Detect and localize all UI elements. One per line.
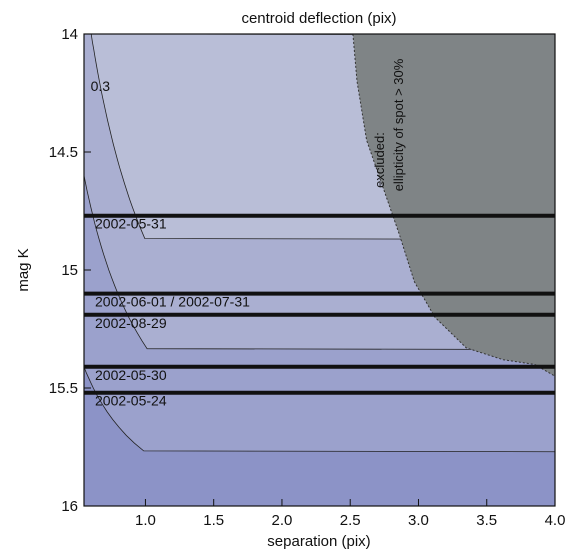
contour-label: 0.3 (91, 78, 111, 94)
y-tick-label: 16 (61, 498, 78, 515)
x-tick-label: 2.0 (272, 512, 293, 529)
excluded-region (352, 34, 555, 377)
excluded-label-line-2: ellipticity of spot > 30% (391, 58, 406, 191)
x-axis: 1.0 1.5 2.0 2.5 3.0 3.5 4.0 (135, 499, 565, 529)
contour-line (84, 173, 555, 350)
plot-area (84, 34, 555, 506)
contour-line-layer (84, 34, 555, 453)
chart-title: centroid deflection (pix) (241, 10, 396, 27)
y-tick-label: 14 (61, 26, 78, 43)
x-axis-label: separation (pix) (267, 533, 370, 550)
observation-label: 2002-05-24 (95, 393, 167, 409)
y-axis-label: mag K (15, 248, 32, 291)
x-tick-label: 1.0 (135, 512, 156, 529)
x-tick-label: 2.5 (340, 512, 361, 529)
observation-labels: 2002-05-31 2002-06-01 / 2002-07-31 2002-08… (95, 216, 250, 409)
y-tick-label: 15.5 (49, 380, 78, 397)
observation-label: 2002-06-01 / 2002-07-31 (95, 294, 250, 310)
y-tick-label: 14.5 (49, 144, 78, 161)
x-tick-label: 3.0 (408, 512, 429, 529)
contour-labels: 0.10.20.30.50.71.0 (91, 78, 111, 94)
contour-line (84, 365, 555, 453)
excluded-label-line-1: excluded: (372, 132, 387, 188)
y-tick-label: 15 (61, 262, 78, 279)
x-tick-label: 3.5 (476, 512, 497, 529)
x-tick-label: 1.5 (203, 512, 224, 529)
contour-line (90, 34, 555, 240)
x-tick-label: 4.0 (545, 512, 566, 529)
y-axis: 14 14.5 15 15.5 16 (49, 26, 91, 515)
observation-label: 2002-05-30 (95, 367, 167, 383)
observation-label: 2002-08-29 (95, 315, 167, 331)
observation-lines-layer (84, 213, 555, 395)
observation-label: 2002-05-31 (95, 216, 167, 232)
